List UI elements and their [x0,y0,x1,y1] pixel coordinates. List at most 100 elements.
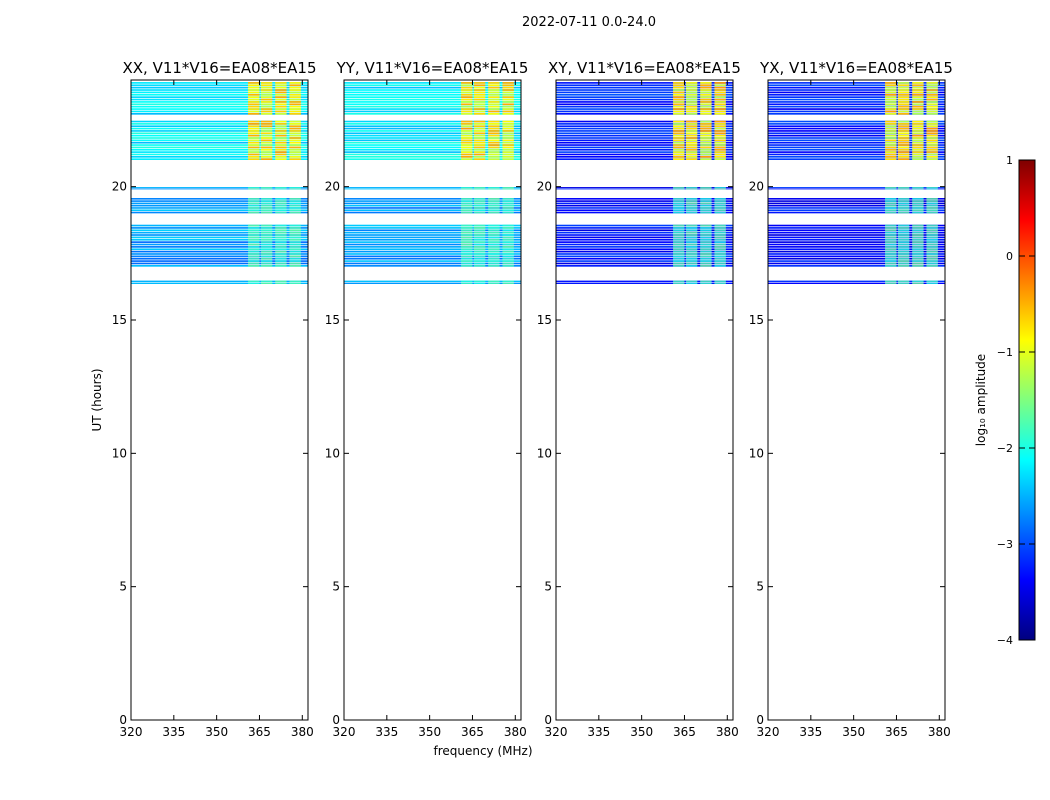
rfi-cell [275,127,287,130]
colorbar-label: log₁₀ amplitude [974,354,988,446]
rfi-cell [461,148,473,151]
rfi-cell [488,234,500,236]
rfi-cell [912,188,924,190]
rfi-cell [260,234,273,236]
rfi-cell [714,234,726,236]
rfi-cell [685,204,698,207]
rfi-cell [248,93,260,96]
rfi-cell [248,113,260,115]
heatmap-row [344,207,521,209]
rfi-cell [714,236,726,239]
rfi-cell [275,158,287,160]
rfi-cell [275,209,287,212]
rfi-cell [700,93,712,96]
heatmap-row [556,253,733,255]
rfi-cell [700,137,712,139]
heatmap-row [556,134,733,137]
heatmap-row [556,141,733,144]
rfi-cell [897,123,910,125]
rfi-cell [461,188,473,190]
rfi-cell [685,123,698,125]
rfi-cell [275,91,287,94]
rfi-cell [885,86,897,89]
heatmap-row [131,227,308,229]
heatmap-row [344,146,521,149]
heatmap-row [344,93,521,96]
rfi-cell [289,209,301,212]
rfi-cell [926,229,938,232]
heatmap-row [768,84,945,87]
heatmap-row [556,200,733,202]
rfi-cell [473,227,486,229]
rfi-cell [714,86,726,89]
rfi-cell [912,139,924,142]
heatmap-row [768,188,945,190]
rfi-cell [502,96,514,98]
rfi-cell [926,141,938,144]
rfi-cell [714,98,726,101]
rfi-cell [912,123,924,125]
heatmap-row [768,110,945,113]
rfi-cell [289,260,301,262]
rfi-cell [248,132,260,135]
rfi-cell [461,202,473,205]
rfi-cell [248,238,260,241]
rfi-cell [289,84,301,87]
heatmap-row [344,188,521,190]
rfi-cell [926,198,938,200]
rfi-cell [885,156,897,158]
heatmap-row [131,198,308,200]
rfi-cell [714,241,726,243]
rfi-cell [289,120,301,123]
heatmap-row [131,234,308,236]
heatmap-row [131,229,308,232]
rfi-cell [289,153,301,156]
rfi-cell [275,200,287,202]
panel-yx: 320 335 350 365 380 0 5 10 15 20 YX, V11*V16=EA08*… [749,59,953,739]
rfi-cell [289,211,301,214]
heatmap-row [344,211,521,214]
rfi-cell [897,262,910,265]
rfi-cell [700,127,712,130]
heatmap-cells [131,82,308,284]
rfi-cell [502,151,514,153]
rfi-cell [488,103,500,106]
rfi-cell [260,137,273,139]
rfi-cell [897,125,910,128]
rfi-cell [885,132,897,135]
heatmap-row [768,89,945,91]
heatmap-row [344,137,521,139]
rfi-cell [289,202,301,205]
rfi-cell [912,108,924,110]
rfi-cell [473,280,486,282]
rfi-cell [248,151,260,153]
rfi-cell [260,229,273,232]
rfi-cell [897,238,910,241]
rfi-cell [700,250,712,253]
heatmap-row [556,93,733,96]
rfi-cell [700,207,712,209]
rfi-cell [885,241,897,243]
y-tick-label: 20 [537,180,552,194]
colorbar-tick-label: −1 [997,346,1013,359]
rfi-cell [714,120,726,123]
rfi-cell [714,146,726,149]
heatmap-row [768,243,945,246]
rfi-cell [473,188,486,190]
rfi-cell [488,82,500,84]
rfi-cell [897,188,910,190]
rfi-cell [700,202,712,205]
rfi-cell [912,209,924,212]
heatmap-row [344,241,521,243]
heatmap-row [131,238,308,241]
rfi-cell [502,89,514,91]
rfi-cell [897,113,910,115]
x-tick-label: 365 [673,725,696,739]
rfi-cell [885,265,897,267]
rfi-cell [926,125,938,128]
heatmap-row [344,282,521,284]
heatmap-row [768,108,945,110]
rfi-cell [260,198,273,200]
x-tick-label: 380 [291,725,314,739]
rfi-cell [502,250,514,253]
